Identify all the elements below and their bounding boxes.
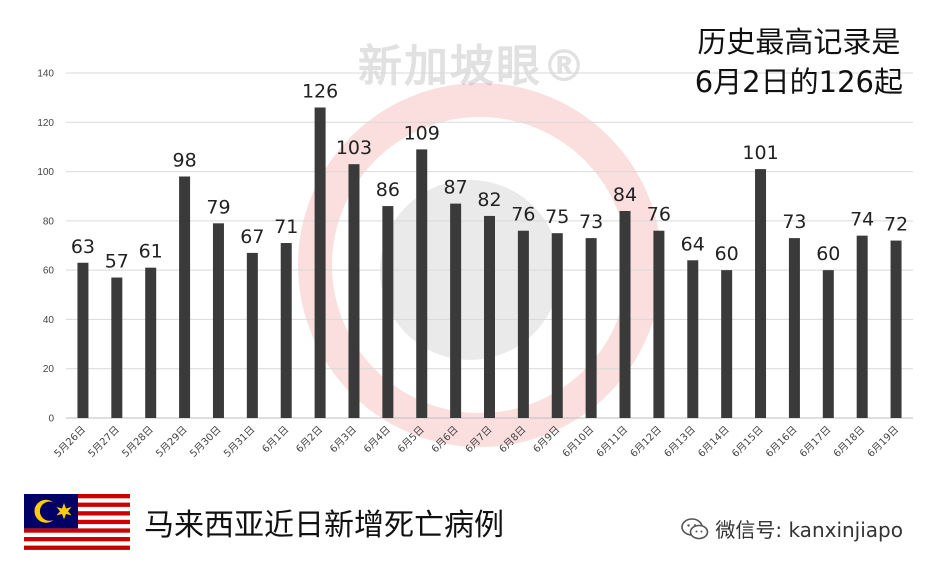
data-label: 109 <box>404 122 440 144</box>
bar <box>721 270 733 418</box>
y-tick-label: 20 <box>43 364 55 375</box>
x-tick-label: 6月4日 <box>361 424 393 456</box>
data-label: 63 <box>71 236 95 258</box>
bar <box>450 203 462 418</box>
bar <box>890 240 902 418</box>
x-tick-label: 6月16日 <box>763 424 799 460</box>
data-label: 76 <box>511 204 535 226</box>
y-tick-label: 120 <box>37 118 54 129</box>
data-label: 126 <box>302 81 338 103</box>
x-tick-label: 5月30日 <box>187 424 223 460</box>
y-axis-ticks: 0 20 40 60 80 100 120 140 <box>37 69 54 425</box>
x-tick-label: 5月29日 <box>154 424 190 460</box>
y-tick-label: 140 <box>37 69 54 80</box>
bar <box>517 230 529 418</box>
bar <box>822 270 834 418</box>
data-label: 101 <box>742 142 778 164</box>
bar <box>484 215 495 418</box>
y-tick-label: 60 <box>43 266 55 277</box>
data-label: 60 <box>816 243 840 265</box>
wechat-id: 微信号: kanxinjiapo <box>681 514 903 543</box>
x-tick-label: 5月27日 <box>86 424 122 460</box>
bar <box>145 267 157 418</box>
x-tick-label: 6月19日 <box>865 424 901 460</box>
bar <box>179 176 191 418</box>
watermark-text: 新加坡眼® <box>358 41 588 92</box>
data-label: 82 <box>477 189 501 211</box>
bar <box>382 206 394 418</box>
wechat-icon <box>681 517 709 539</box>
bar <box>416 149 428 418</box>
x-tick-label: 6月18日 <box>831 424 867 460</box>
data-label: 98 <box>172 150 196 172</box>
data-label: 60 <box>715 243 739 265</box>
data-label: 84 <box>613 184 637 206</box>
data-label: 57 <box>105 251 129 273</box>
x-tick-label: 6月17日 <box>797 424 833 460</box>
y-tick-label: 100 <box>37 167 54 178</box>
y-tick-label: 40 <box>43 315 55 326</box>
data-label: 103 <box>336 137 372 159</box>
record-annotation: 历史最高记录是 6月2日的126起 <box>695 22 903 102</box>
bar <box>788 238 800 418</box>
x-tick-label: 6月15日 <box>730 424 766 460</box>
data-label: 71 <box>274 216 298 238</box>
data-label: 74 <box>850 209 874 231</box>
x-tick-label: 6月2日 <box>294 424 326 456</box>
chart-caption: 马来西亚近日新增死亡病例 <box>144 508 504 543</box>
malaysia-flag-icon <box>24 494 130 554</box>
x-tick-label: 6月10日 <box>560 424 596 460</box>
x-tick-label: 5月28日 <box>120 424 156 460</box>
data-label: 86 <box>376 179 400 201</box>
x-tick-label: 5月26日 <box>52 424 88 460</box>
y-tick-label: 0 <box>48 414 54 425</box>
bar <box>755 169 767 418</box>
data-label: 75 <box>545 206 569 228</box>
data-label: 64 <box>681 233 705 255</box>
bars <box>77 107 902 418</box>
x-tick-label: 6月13日 <box>662 424 698 460</box>
bar <box>551 233 563 418</box>
x-tick-label: 6月11日 <box>594 424 630 460</box>
x-tick-label: 6月14日 <box>696 424 732 460</box>
x-tick-label: 6月1日 <box>260 424 292 456</box>
annotation-line-2: 6月2日的126起 <box>694 65 903 99</box>
annotation-line-1: 历史最高记录是 <box>697 25 901 59</box>
footer: 马来西亚近日新增死亡病例 微信号: kanxinjiapo <box>0 486 931 571</box>
data-label: 67 <box>240 226 264 248</box>
x-tick-label: 6月12日 <box>628 424 664 460</box>
data-label: 72 <box>884 214 908 236</box>
bar <box>77 262 89 418</box>
bar <box>653 230 665 418</box>
bar <box>246 252 258 418</box>
bar <box>111 277 123 418</box>
bar <box>856 235 868 418</box>
bar <box>314 107 326 418</box>
x-tick-label: 6月3日 <box>327 424 359 456</box>
data-label: 61 <box>139 241 163 263</box>
bar <box>687 260 699 418</box>
bar <box>619 211 631 418</box>
bar <box>348 164 360 418</box>
data-label: 76 <box>647 204 671 226</box>
y-tick-label: 80 <box>43 216 55 227</box>
bar <box>280 243 292 418</box>
data-label: 79 <box>206 196 230 218</box>
data-label: 73 <box>782 211 806 233</box>
data-label: 87 <box>444 177 468 199</box>
x-tick-label: 5月31日 <box>221 424 257 460</box>
bar <box>585 238 597 418</box>
bar <box>212 223 224 418</box>
wechat-label: 微信号: kanxinjiapo <box>715 518 903 542</box>
data-label: 73 <box>579 211 603 233</box>
